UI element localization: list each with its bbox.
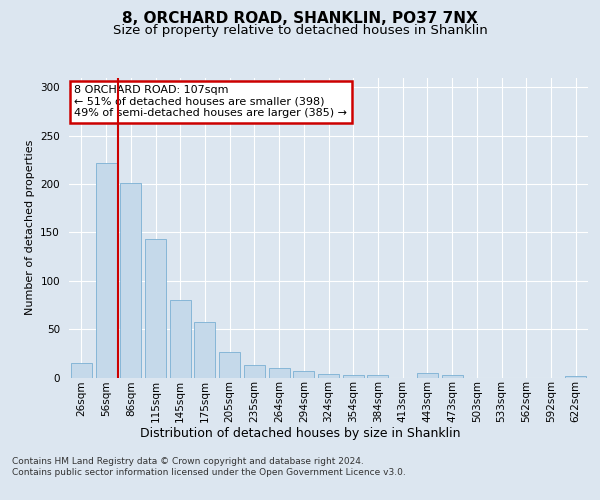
Bar	[417, 372, 438, 378]
Bar	[244, 365, 265, 378]
Bar	[95, 162, 116, 378]
Text: Contains HM Land Registry data © Crown copyright and database right 2024.
Contai: Contains HM Land Registry data © Crown c…	[12, 458, 406, 477]
Text: 8 ORCHARD ROAD: 107sqm
← 51% of detached houses are smaller (398)
49% of semi-de: 8 ORCHARD ROAD: 107sqm ← 51% of detached…	[74, 85, 347, 118]
Bar	[367, 374, 388, 378]
Bar	[145, 239, 166, 378]
Bar	[219, 352, 240, 378]
Y-axis label: Number of detached properties: Number of detached properties	[25, 140, 35, 315]
Bar	[442, 374, 463, 378]
Bar	[565, 376, 586, 378]
Bar	[71, 363, 92, 378]
Bar	[293, 370, 314, 378]
Text: Size of property relative to detached houses in Shanklin: Size of property relative to detached ho…	[113, 24, 487, 37]
Text: Distribution of detached houses by size in Shanklin: Distribution of detached houses by size …	[140, 428, 460, 440]
Bar	[269, 368, 290, 378]
Bar	[194, 322, 215, 378]
Bar	[120, 183, 141, 378]
Bar	[343, 374, 364, 378]
Bar	[318, 374, 339, 378]
Text: 8, ORCHARD ROAD, SHANKLIN, PO37 7NX: 8, ORCHARD ROAD, SHANKLIN, PO37 7NX	[122, 11, 478, 26]
Bar	[170, 300, 191, 378]
